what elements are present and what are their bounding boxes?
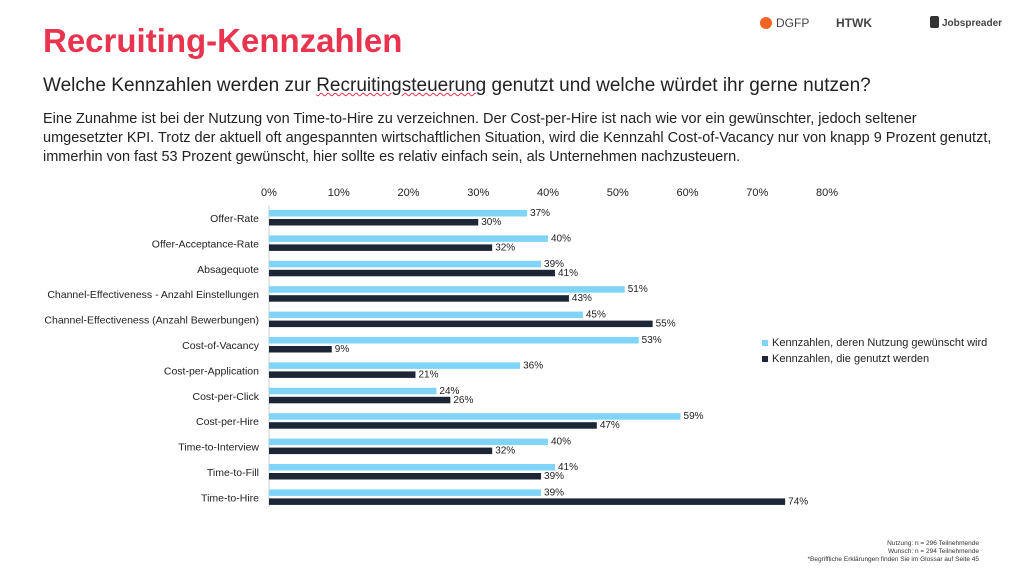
category-label: Time-to-Fill [207,467,259,479]
category-label: Channel-Effectiveness (Anzahl Bewerbunge… [44,315,259,327]
data-label: 55% [656,319,676,330]
category-label: Cost-per-Application [164,365,259,377]
bar-used [269,371,416,378]
x-tick-label: 30% [467,187,489,199]
category-label: Cost-of-Vacancy [182,340,260,352]
bar-wish [269,438,548,446]
data-label: 32% [495,242,515,253]
footnote: Wunsch: n = 294 Teilnehmende [887,548,979,555]
data-label: 37% [530,208,550,219]
x-tick-label: 20% [397,187,419,199]
data-label: 51% [628,284,648,295]
bar-used [269,346,332,353]
x-tick-label: 0% [261,187,277,199]
category-label: Cost-per-Click [192,391,259,403]
category-label: Time-to-Interview [178,442,259,454]
category-label: Offer-Rate [210,213,259,225]
x-tick-label: 10% [328,187,350,199]
bar-used [269,269,555,277]
data-label: 40% [551,437,571,448]
bar-used [269,320,653,328]
data-label: 26% [453,395,473,406]
bar-wish [269,311,583,319]
jobspreader-logo: Jobspreader [930,16,1002,29]
bar-wish [269,210,528,217]
data-label: 39% [544,487,564,498]
data-label: 53% [642,335,662,346]
x-tick-label: 40% [537,187,559,199]
footnote: Nutzung: n = 296 Teilnehmende [887,540,979,547]
htwk-logo: HTWK [836,16,872,30]
bar-wish [269,489,542,496]
x-tick-label: 50% [607,187,629,199]
bar-used [269,447,493,455]
bar-used [269,498,786,505]
bar-wish [269,235,548,242]
footnotes: Nutzung: n = 296 Teilnehmende Wunsch: n … [807,540,979,564]
bar-used [269,473,542,480]
page-title: Recruiting-Kennzahlen [43,22,403,59]
bar-used [269,422,597,429]
data-label: 30% [481,217,501,228]
bar-used [269,244,493,251]
bar-wish [269,337,639,344]
x-tick-label: 60% [676,187,698,199]
category-label: Channel-Effectiveness - Anzahl Einstellu… [47,289,259,301]
data-label: 45% [586,310,606,321]
data-label: 59% [684,411,704,422]
data-label: 39% [544,471,564,482]
category-label: Offer-Acceptance-Rate [152,238,259,250]
data-label: 36% [523,360,543,371]
data-label: 40% [551,233,571,244]
bar-wish [269,413,681,420]
bar-wish [269,286,625,293]
description: Eine Zunahme ist bei der Nutzung von Tim… [43,111,992,165]
data-label: 74% [788,496,808,507]
category-label: Time-to-Hire [201,492,259,504]
bar-used [269,295,569,302]
data-label: 24% [439,386,459,397]
bar-wish [269,464,555,471]
bar-used [269,219,479,226]
data-label: 9% [335,344,350,355]
data-label: 39% [544,259,564,270]
legend-wish: Kennzahlen, deren Nutzung gewünscht wird [762,337,987,349]
legend-used: Kennzahlen, die genutzt werden [762,353,929,365]
bar-used [269,396,451,404]
footnote: *Begriffliche Erklärungen finden Sie im … [807,556,979,563]
data-label: 43% [572,293,592,304]
x-tick-label: 70% [746,187,768,199]
subtitle: Welche Kennzahlen werden zur Recruitings… [43,75,871,96]
data-label: 47% [600,420,620,431]
bar-wish [269,387,437,395]
data-label: 21% [418,369,438,380]
x-tick-label: 80% [816,187,838,199]
data-label: 32% [495,446,515,457]
category-label: Absagequote [197,264,259,276]
category-label: Cost-per-Hire [196,416,259,428]
data-label: 41% [558,268,578,279]
bar-wish [269,260,542,268]
data-label: 41% [558,462,578,473]
dgfp-logo: DGFP [760,16,809,30]
bar-wish [269,362,521,369]
